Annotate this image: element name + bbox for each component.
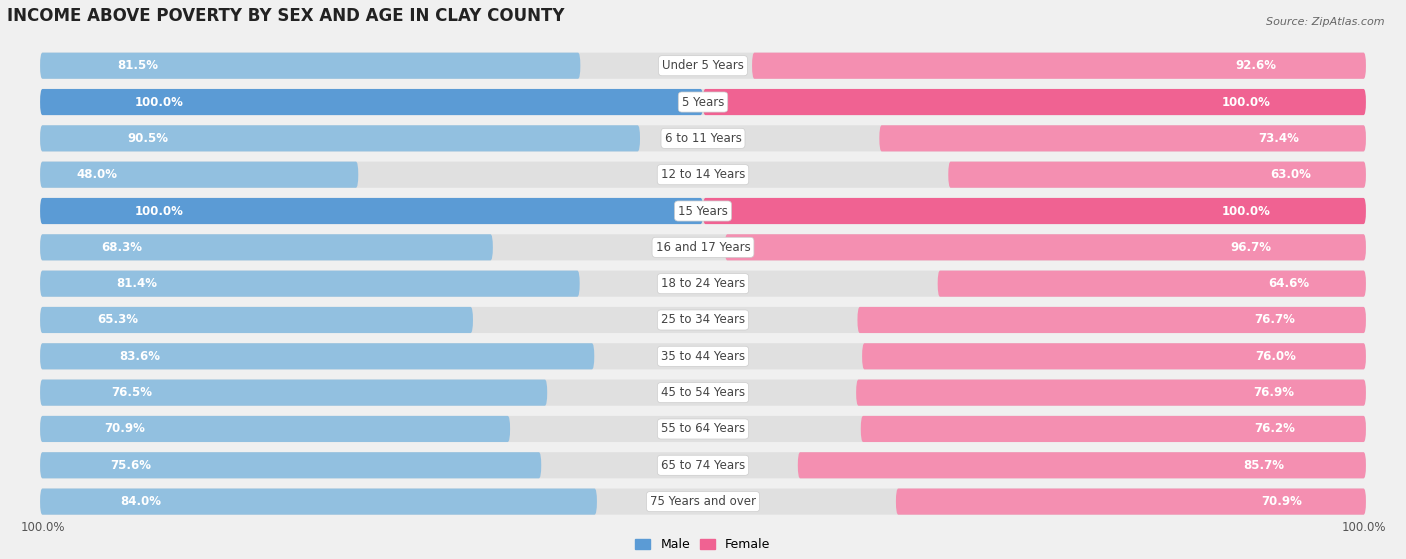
FancyBboxPatch shape bbox=[858, 307, 1365, 333]
Text: Under 5 Years: Under 5 Years bbox=[662, 59, 744, 72]
Text: 70.9%: 70.9% bbox=[1261, 495, 1302, 508]
Text: 5 Years: 5 Years bbox=[682, 96, 724, 108]
FancyBboxPatch shape bbox=[41, 125, 1365, 151]
FancyBboxPatch shape bbox=[41, 452, 1365, 479]
FancyBboxPatch shape bbox=[41, 343, 595, 369]
Text: 84.0%: 84.0% bbox=[120, 495, 160, 508]
FancyBboxPatch shape bbox=[41, 162, 359, 188]
Text: 100.0%: 100.0% bbox=[1341, 521, 1386, 534]
Text: 81.5%: 81.5% bbox=[117, 59, 157, 72]
Text: 76.2%: 76.2% bbox=[1254, 423, 1295, 435]
FancyBboxPatch shape bbox=[41, 416, 1365, 442]
FancyBboxPatch shape bbox=[41, 125, 640, 151]
FancyBboxPatch shape bbox=[860, 416, 1365, 442]
FancyBboxPatch shape bbox=[41, 343, 1365, 369]
FancyBboxPatch shape bbox=[41, 452, 541, 479]
Text: 90.5%: 90.5% bbox=[128, 132, 169, 145]
Text: Source: ZipAtlas.com: Source: ZipAtlas.com bbox=[1267, 17, 1385, 27]
Text: 75.6%: 75.6% bbox=[110, 459, 150, 472]
Text: 75 Years and over: 75 Years and over bbox=[650, 495, 756, 508]
Legend: Male, Female: Male, Female bbox=[630, 533, 776, 556]
FancyBboxPatch shape bbox=[41, 53, 581, 79]
FancyBboxPatch shape bbox=[948, 162, 1365, 188]
Text: 100.0%: 100.0% bbox=[1222, 96, 1271, 108]
Text: 100.0%: 100.0% bbox=[20, 521, 65, 534]
Text: 92.6%: 92.6% bbox=[1234, 59, 1275, 72]
FancyBboxPatch shape bbox=[41, 307, 1365, 333]
Text: 70.9%: 70.9% bbox=[104, 423, 145, 435]
Text: 12 to 14 Years: 12 to 14 Years bbox=[661, 168, 745, 181]
Text: 25 to 34 Years: 25 to 34 Years bbox=[661, 314, 745, 326]
Text: 48.0%: 48.0% bbox=[77, 168, 118, 181]
FancyBboxPatch shape bbox=[41, 271, 1365, 297]
Text: 76.0%: 76.0% bbox=[1254, 350, 1296, 363]
FancyBboxPatch shape bbox=[896, 489, 1365, 515]
FancyBboxPatch shape bbox=[41, 416, 510, 442]
FancyBboxPatch shape bbox=[41, 489, 1365, 515]
FancyBboxPatch shape bbox=[41, 380, 1365, 406]
Text: 6 to 11 Years: 6 to 11 Years bbox=[665, 132, 741, 145]
FancyBboxPatch shape bbox=[703, 89, 1365, 115]
Text: 100.0%: 100.0% bbox=[1222, 205, 1271, 217]
FancyBboxPatch shape bbox=[41, 307, 472, 333]
FancyBboxPatch shape bbox=[41, 234, 494, 260]
FancyBboxPatch shape bbox=[41, 198, 703, 224]
Text: 76.5%: 76.5% bbox=[111, 386, 152, 399]
Text: 100.0%: 100.0% bbox=[135, 205, 184, 217]
FancyBboxPatch shape bbox=[703, 198, 1365, 224]
Text: 15 Years: 15 Years bbox=[678, 205, 728, 217]
Text: 76.7%: 76.7% bbox=[1254, 314, 1295, 326]
FancyBboxPatch shape bbox=[862, 343, 1365, 369]
Text: 100.0%: 100.0% bbox=[135, 96, 184, 108]
Text: 35 to 44 Years: 35 to 44 Years bbox=[661, 350, 745, 363]
FancyBboxPatch shape bbox=[725, 234, 1365, 260]
Text: 45 to 54 Years: 45 to 54 Years bbox=[661, 386, 745, 399]
Text: 55 to 64 Years: 55 to 64 Years bbox=[661, 423, 745, 435]
FancyBboxPatch shape bbox=[41, 89, 1365, 115]
FancyBboxPatch shape bbox=[41, 271, 579, 297]
FancyBboxPatch shape bbox=[938, 271, 1365, 297]
Text: 18 to 24 Years: 18 to 24 Years bbox=[661, 277, 745, 290]
Text: 73.4%: 73.4% bbox=[1258, 132, 1299, 145]
FancyBboxPatch shape bbox=[41, 234, 1365, 260]
Text: 83.6%: 83.6% bbox=[120, 350, 160, 363]
FancyBboxPatch shape bbox=[752, 53, 1365, 79]
Text: 96.7%: 96.7% bbox=[1230, 241, 1271, 254]
Text: 16 and 17 Years: 16 and 17 Years bbox=[655, 241, 751, 254]
FancyBboxPatch shape bbox=[797, 452, 1365, 479]
FancyBboxPatch shape bbox=[41, 162, 1365, 188]
Text: 81.4%: 81.4% bbox=[117, 277, 157, 290]
FancyBboxPatch shape bbox=[41, 380, 547, 406]
FancyBboxPatch shape bbox=[41, 53, 1365, 79]
Text: 68.3%: 68.3% bbox=[101, 241, 142, 254]
FancyBboxPatch shape bbox=[879, 125, 1365, 151]
Text: INCOME ABOVE POVERTY BY SEX AND AGE IN CLAY COUNTY: INCOME ABOVE POVERTY BY SEX AND AGE IN C… bbox=[7, 7, 564, 25]
FancyBboxPatch shape bbox=[41, 198, 1365, 224]
Text: 64.6%: 64.6% bbox=[1268, 277, 1309, 290]
FancyBboxPatch shape bbox=[41, 489, 598, 515]
FancyBboxPatch shape bbox=[856, 380, 1365, 406]
FancyBboxPatch shape bbox=[41, 89, 703, 115]
Text: 85.7%: 85.7% bbox=[1243, 459, 1284, 472]
Text: 63.0%: 63.0% bbox=[1270, 168, 1312, 181]
Text: 65 to 74 Years: 65 to 74 Years bbox=[661, 459, 745, 472]
Text: 76.9%: 76.9% bbox=[1254, 386, 1295, 399]
Text: 65.3%: 65.3% bbox=[97, 314, 139, 326]
